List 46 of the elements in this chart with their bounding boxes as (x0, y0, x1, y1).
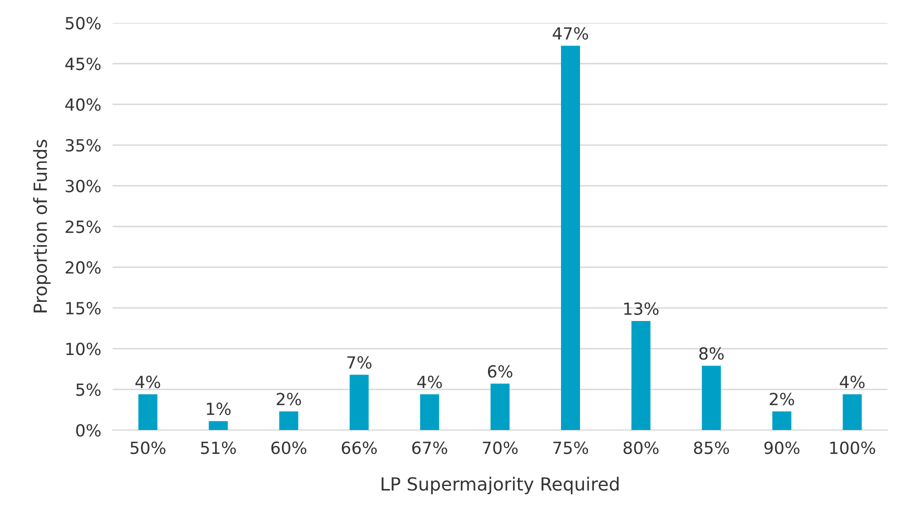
y-tick-label: 25% (66, 220, 101, 234)
y-tick-label: 10% (66, 342, 101, 356)
data-label: 2% (770, 392, 794, 406)
bar (631, 320, 650, 430)
bar (350, 374, 369, 430)
y-tick-label: 45% (65, 58, 101, 70)
bar (702, 366, 721, 430)
data-label: 2% (276, 392, 302, 406)
data-label: 1% (206, 402, 231, 416)
data-label: 4% (135, 376, 160, 388)
data-label: 13% (624, 302, 659, 315)
bar (842, 394, 862, 430)
bar (420, 394, 440, 430)
x-tick-label: 51% (201, 442, 236, 454)
bar (772, 411, 792, 430)
bar (279, 411, 298, 430)
y-tick-label: 20% (66, 261, 101, 274)
x-tick-label: 70% (482, 442, 518, 454)
x-axis-title: LP Supermajority Required (382, 476, 619, 494)
x-tick-label: 66% (342, 442, 377, 454)
bar (490, 384, 510, 430)
x-tick-label: 80% (624, 442, 659, 454)
x-tick-label: 75% (553, 442, 588, 454)
bar (138, 394, 158, 430)
data-label: 47% (552, 27, 588, 40)
y-tick-label: 50% (66, 16, 101, 30)
data-label: 4% (840, 376, 865, 388)
y-axis-title: Proportion of Funds (33, 140, 51, 312)
bar (560, 46, 580, 430)
y-tick-label: 40% (65, 98, 101, 111)
y-tick-label: 5% (76, 383, 101, 396)
x-tick-label: 90% (764, 442, 800, 454)
x-tick-label: 85% (694, 442, 729, 454)
bar (208, 421, 228, 430)
x-tick-label: 100% (830, 442, 876, 454)
y-tick-label: 0% (76, 424, 101, 437)
x-tick-label: 67% (412, 442, 448, 454)
x-tick-label: 60% (271, 442, 306, 454)
y-tick-label: 30% (66, 180, 101, 192)
data-label: 8% (699, 347, 724, 360)
data-label: 6% (488, 365, 512, 378)
y-tick-label: 35% (66, 139, 101, 152)
data-label: 4% (417, 376, 442, 388)
y-tick-label: 15% (66, 302, 101, 315)
x-tick-label: 50% (130, 442, 166, 454)
data-label: 7% (347, 356, 372, 369)
